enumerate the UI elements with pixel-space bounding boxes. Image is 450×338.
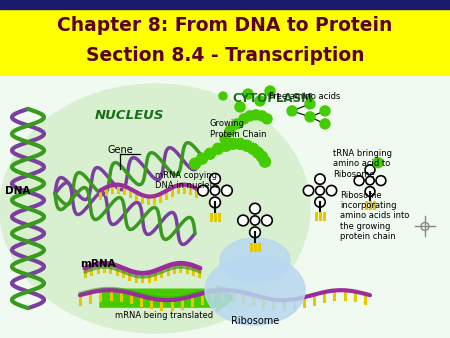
Circle shape (251, 110, 261, 120)
Circle shape (257, 111, 267, 121)
Ellipse shape (0, 84, 310, 333)
Ellipse shape (220, 238, 290, 283)
Ellipse shape (261, 215, 272, 226)
Ellipse shape (205, 255, 305, 325)
Text: mRNA: mRNA (80, 259, 116, 269)
Text: Section 8.4 - Transcription: Section 8.4 - Transcription (86, 46, 364, 65)
Ellipse shape (250, 203, 261, 214)
Ellipse shape (315, 186, 324, 195)
Circle shape (232, 119, 242, 129)
Circle shape (197, 153, 207, 164)
Circle shape (305, 99, 315, 109)
Ellipse shape (238, 215, 248, 226)
Ellipse shape (210, 173, 220, 184)
Ellipse shape (210, 197, 220, 208)
Circle shape (260, 156, 270, 167)
Ellipse shape (365, 187, 375, 196)
Text: CYTOPLASM: CYTOPLASM (232, 93, 313, 105)
Circle shape (228, 138, 238, 149)
Ellipse shape (376, 176, 386, 186)
Ellipse shape (250, 216, 260, 225)
Text: Free amino acids: Free amino acids (269, 92, 341, 101)
Circle shape (373, 158, 383, 168)
Ellipse shape (315, 197, 325, 207)
Ellipse shape (303, 186, 314, 196)
Ellipse shape (250, 227, 261, 238)
Text: DNA: DNA (5, 186, 31, 196)
Text: Ribosome
incorporating
amino acids into
the growing
protein chain: Ribosome incorporating amino acids into … (340, 191, 410, 241)
Circle shape (220, 134, 230, 144)
Ellipse shape (326, 186, 337, 196)
Circle shape (235, 102, 245, 112)
Ellipse shape (354, 176, 364, 186)
Circle shape (265, 86, 275, 96)
Circle shape (256, 151, 267, 162)
Circle shape (243, 89, 253, 99)
Circle shape (320, 119, 330, 129)
Circle shape (225, 126, 235, 136)
Text: NUCLEUS: NUCLEUS (95, 109, 164, 122)
Circle shape (212, 143, 224, 154)
Text: mRNA being translated: mRNA being translated (115, 311, 213, 320)
Circle shape (262, 114, 272, 124)
Ellipse shape (366, 176, 374, 185)
Text: Chapter 8: From DNA to Protein: Chapter 8: From DNA to Protein (57, 16, 393, 34)
Circle shape (255, 96, 265, 106)
Circle shape (220, 140, 231, 151)
Circle shape (204, 148, 216, 159)
FancyArrow shape (100, 285, 235, 311)
Bar (0, 9, 450, 76)
Circle shape (219, 92, 227, 100)
Circle shape (189, 158, 201, 169)
Circle shape (242, 140, 252, 151)
Ellipse shape (221, 185, 232, 196)
Circle shape (320, 106, 330, 116)
Circle shape (239, 114, 249, 124)
Bar (0, 0, 450, 9)
Circle shape (252, 147, 264, 158)
Circle shape (248, 143, 258, 154)
Text: Ribosome: Ribosome (231, 316, 279, 326)
Circle shape (305, 112, 315, 122)
Text: tRNA bringing
amino acid to
Ribosome: tRNA bringing amino acid to Ribosome (333, 149, 392, 178)
Ellipse shape (315, 174, 325, 184)
Ellipse shape (198, 185, 208, 196)
Ellipse shape (365, 165, 375, 175)
Circle shape (234, 138, 246, 149)
Text: mRNA copying
DNA in nucleus: mRNA copying DNA in nucleus (155, 171, 220, 190)
Text: Gene: Gene (107, 145, 133, 155)
Circle shape (245, 111, 255, 121)
Circle shape (287, 106, 297, 116)
Ellipse shape (211, 186, 220, 195)
Text: Growing
Protein Chain: Growing Protein Chain (210, 119, 266, 139)
